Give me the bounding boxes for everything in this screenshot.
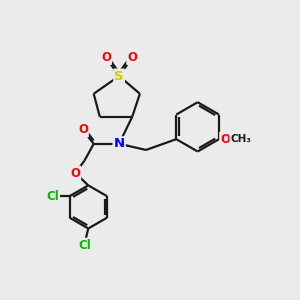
Text: S: S xyxy=(114,70,124,83)
Text: Cl: Cl xyxy=(78,239,91,252)
Text: O: O xyxy=(78,123,88,136)
Text: Cl: Cl xyxy=(46,190,59,203)
Text: O: O xyxy=(220,133,230,146)
Text: O: O xyxy=(101,51,111,64)
Text: CH₃: CH₃ xyxy=(230,134,251,144)
Text: O: O xyxy=(127,51,137,64)
Text: N: N xyxy=(113,137,125,150)
Text: O: O xyxy=(70,167,80,180)
